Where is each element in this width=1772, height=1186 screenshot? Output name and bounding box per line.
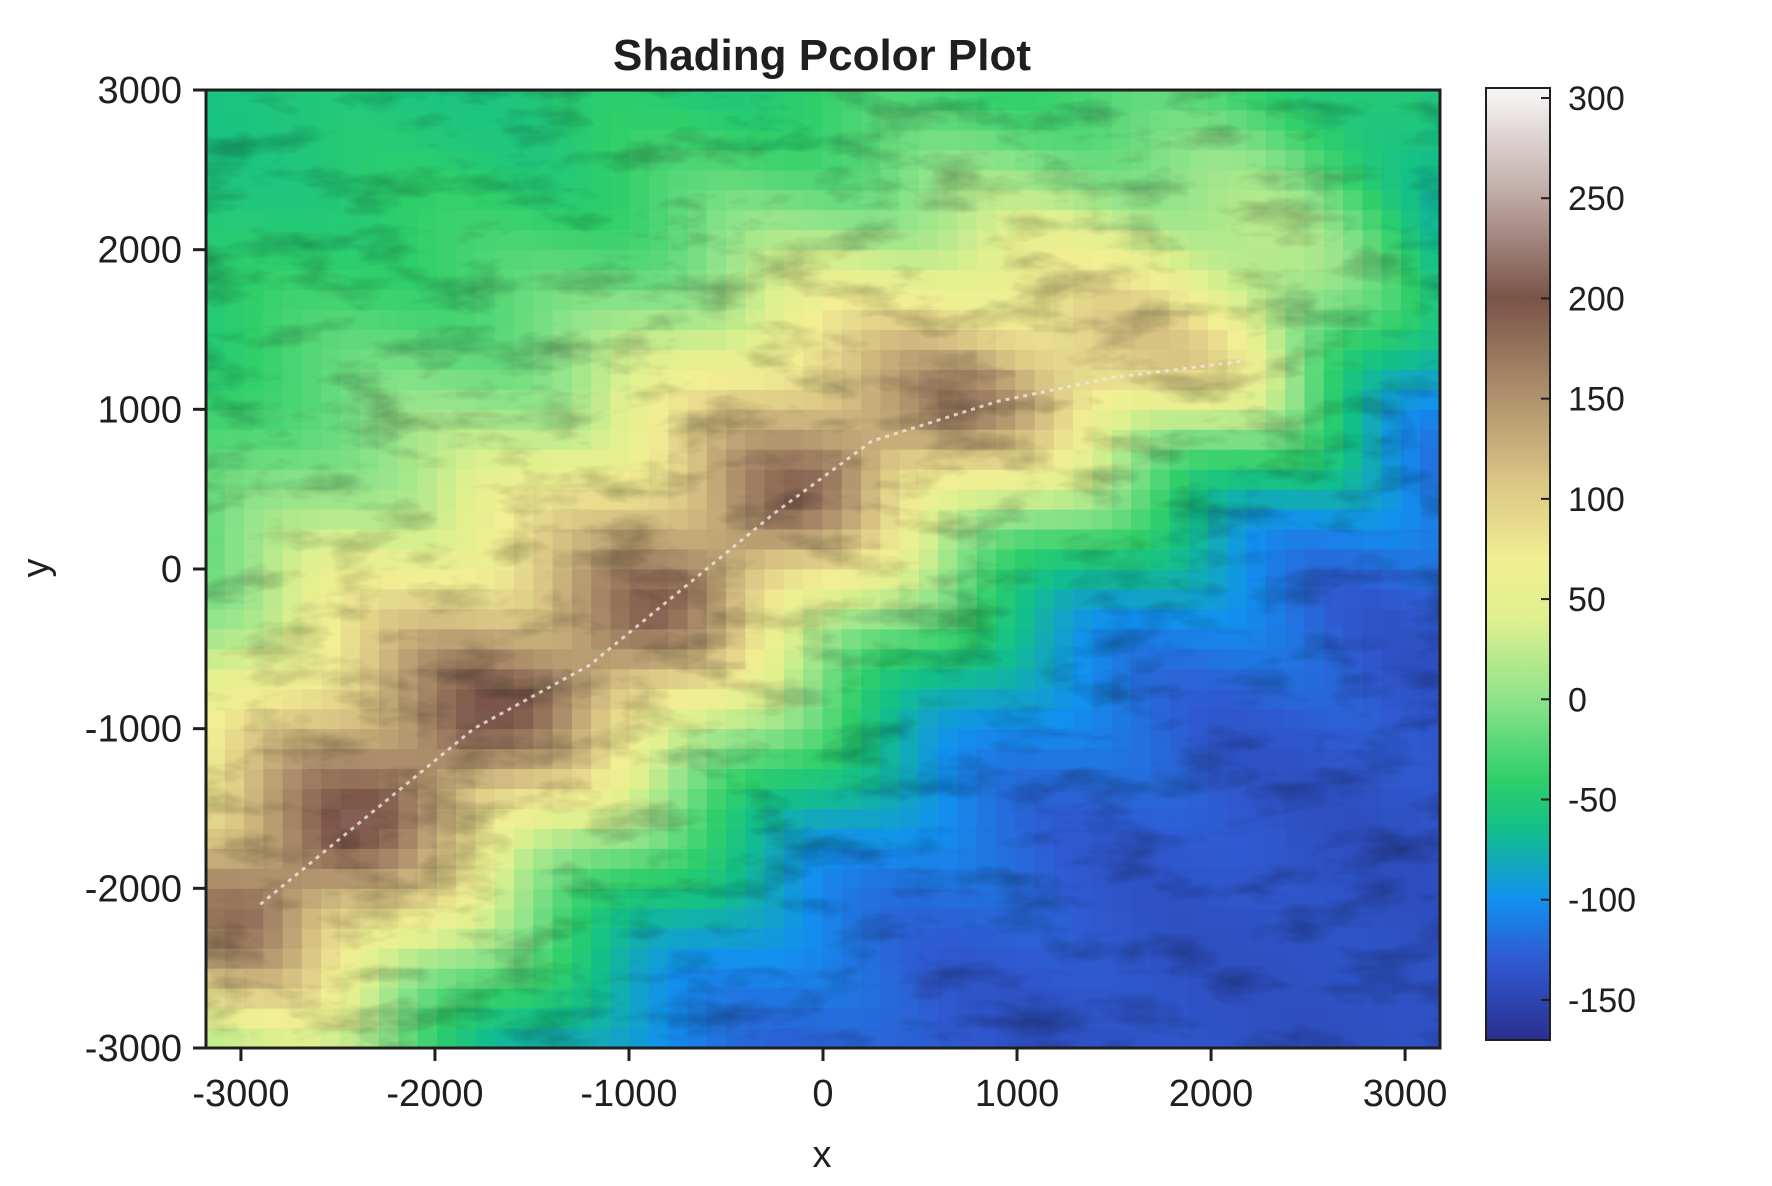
y-axis-label: y: [15, 559, 57, 578]
y-tick-label: 2000: [97, 230, 182, 272]
x-axis: -3000 -2000 -1000 0 1000 2000 3000: [192, 1048, 1447, 1115]
y-tick-label: 3000: [97, 70, 182, 112]
y-axis: -3000 -2000 -1000 0 1000 2000 3000: [85, 70, 206, 1070]
x-tick-label: 0: [812, 1073, 833, 1115]
plot-area: [206, 90, 1440, 1048]
colorbar-tick-label: -50: [1568, 781, 1617, 819]
y-tick-label: -1000: [85, 709, 182, 751]
colorbar-tick-label: -100: [1568, 882, 1636, 920]
chart-title: Shading Pcolor Plot: [613, 31, 1031, 80]
colorbar-tick-label: 200: [1568, 280, 1625, 318]
y-tick-label: -3000: [85, 1028, 182, 1070]
colorbar-tick-label: 0: [1568, 681, 1587, 719]
x-tick-label: 2000: [1169, 1073, 1254, 1115]
x-axis-label: x: [813, 1134, 832, 1176]
colorbar: -150 -100 -50 0 50 100 150 200 250 300: [1485, 80, 1636, 1041]
ridge-crest: [259, 359, 1241, 906]
x-tick-label: -3000: [192, 1073, 289, 1115]
colorbar-tick-label: 250: [1568, 180, 1625, 218]
colorbar-tick-label: -150: [1568, 982, 1636, 1020]
y-tick-label: 0: [161, 549, 182, 591]
colorbar-tick-label: 150: [1568, 381, 1625, 419]
x-tick-label: 3000: [1363, 1073, 1448, 1115]
colorbar-tick-label: 100: [1568, 481, 1625, 519]
y-tick-label: 1000: [97, 389, 182, 431]
colorbar-tick-label: 50: [1568, 581, 1606, 619]
y-tick-label: -2000: [85, 868, 182, 910]
colorbar-gradient: [1485, 87, 1551, 1041]
x-tick-label: 1000: [975, 1073, 1060, 1115]
colorbar-tick-label: 300: [1568, 80, 1625, 118]
x-tick-label: -2000: [386, 1073, 483, 1115]
x-tick-label: -1000: [580, 1073, 677, 1115]
hillshade-overlay: [206, 90, 1440, 1048]
